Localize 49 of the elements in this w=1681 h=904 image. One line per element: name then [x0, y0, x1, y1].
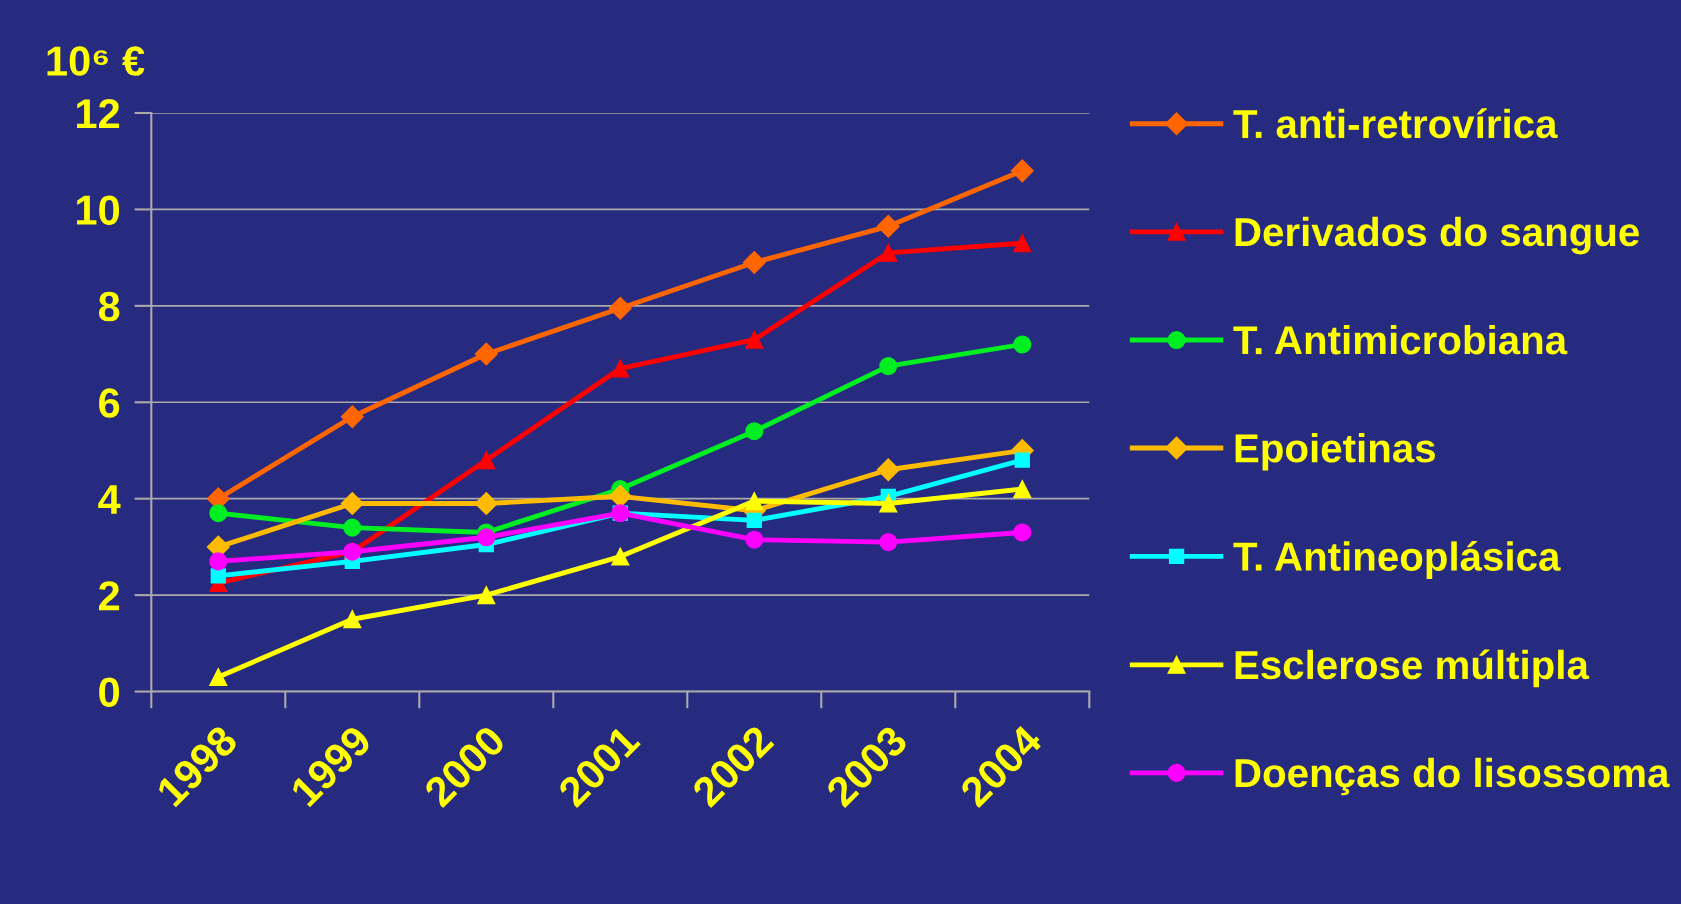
point — [745, 422, 764, 441]
y-axis-title: 10⁶ € — [47, 46, 145, 76]
point — [1010, 159, 1034, 183]
point — [209, 552, 228, 571]
point — [477, 451, 496, 470]
point — [879, 533, 898, 552]
point — [745, 330, 764, 349]
y-tick-label: 4 — [98, 485, 121, 514]
y-tick-label: 6 — [99, 388, 120, 418]
point — [340, 492, 364, 516]
point — [474, 342, 498, 366]
legend-label: T. Antineoplásica — [1233, 540, 1561, 579]
point — [340, 405, 364, 429]
point — [876, 214, 900, 238]
point — [879, 494, 898, 513]
legend-label: Esclerose múltipla — [1235, 649, 1590, 688]
point — [611, 547, 630, 566]
point — [477, 586, 496, 605]
y-tick-label: 0 — [99, 677, 120, 708]
point — [608, 296, 632, 320]
point — [879, 243, 898, 262]
point — [209, 504, 228, 523]
legend-label: Epoietinas — [1235, 432, 1435, 471]
point — [745, 530, 764, 549]
legend-label: T. Antimicrobiana — [1233, 324, 1568, 355]
y-tick-label: 10 — [77, 195, 120, 225]
point — [343, 610, 362, 629]
point — [745, 492, 764, 511]
point — [474, 492, 498, 516]
legend-label: T. anti-retrovírica — [1233, 108, 1558, 139]
y-tick-label: 8 — [98, 291, 120, 322]
point — [876, 458, 900, 482]
point — [1014, 452, 1030, 468]
point — [1013, 234, 1032, 253]
legend-label: Derivados do sangue — [1235, 216, 1639, 255]
point — [746, 512, 762, 529]
point — [742, 250, 766, 274]
point — [1013, 335, 1032, 354]
legend-label: Doenças do lisossoma — [1235, 757, 1670, 796]
point — [611, 359, 630, 378]
point — [879, 357, 898, 376]
point — [608, 484, 632, 508]
point — [477, 528, 496, 547]
point — [1013, 523, 1032, 542]
y-tick-label: 12 — [77, 99, 120, 129]
point — [209, 668, 228, 687]
point — [1013, 480, 1032, 499]
y-tick-label: 2 — [99, 581, 120, 611]
point — [343, 518, 362, 537]
